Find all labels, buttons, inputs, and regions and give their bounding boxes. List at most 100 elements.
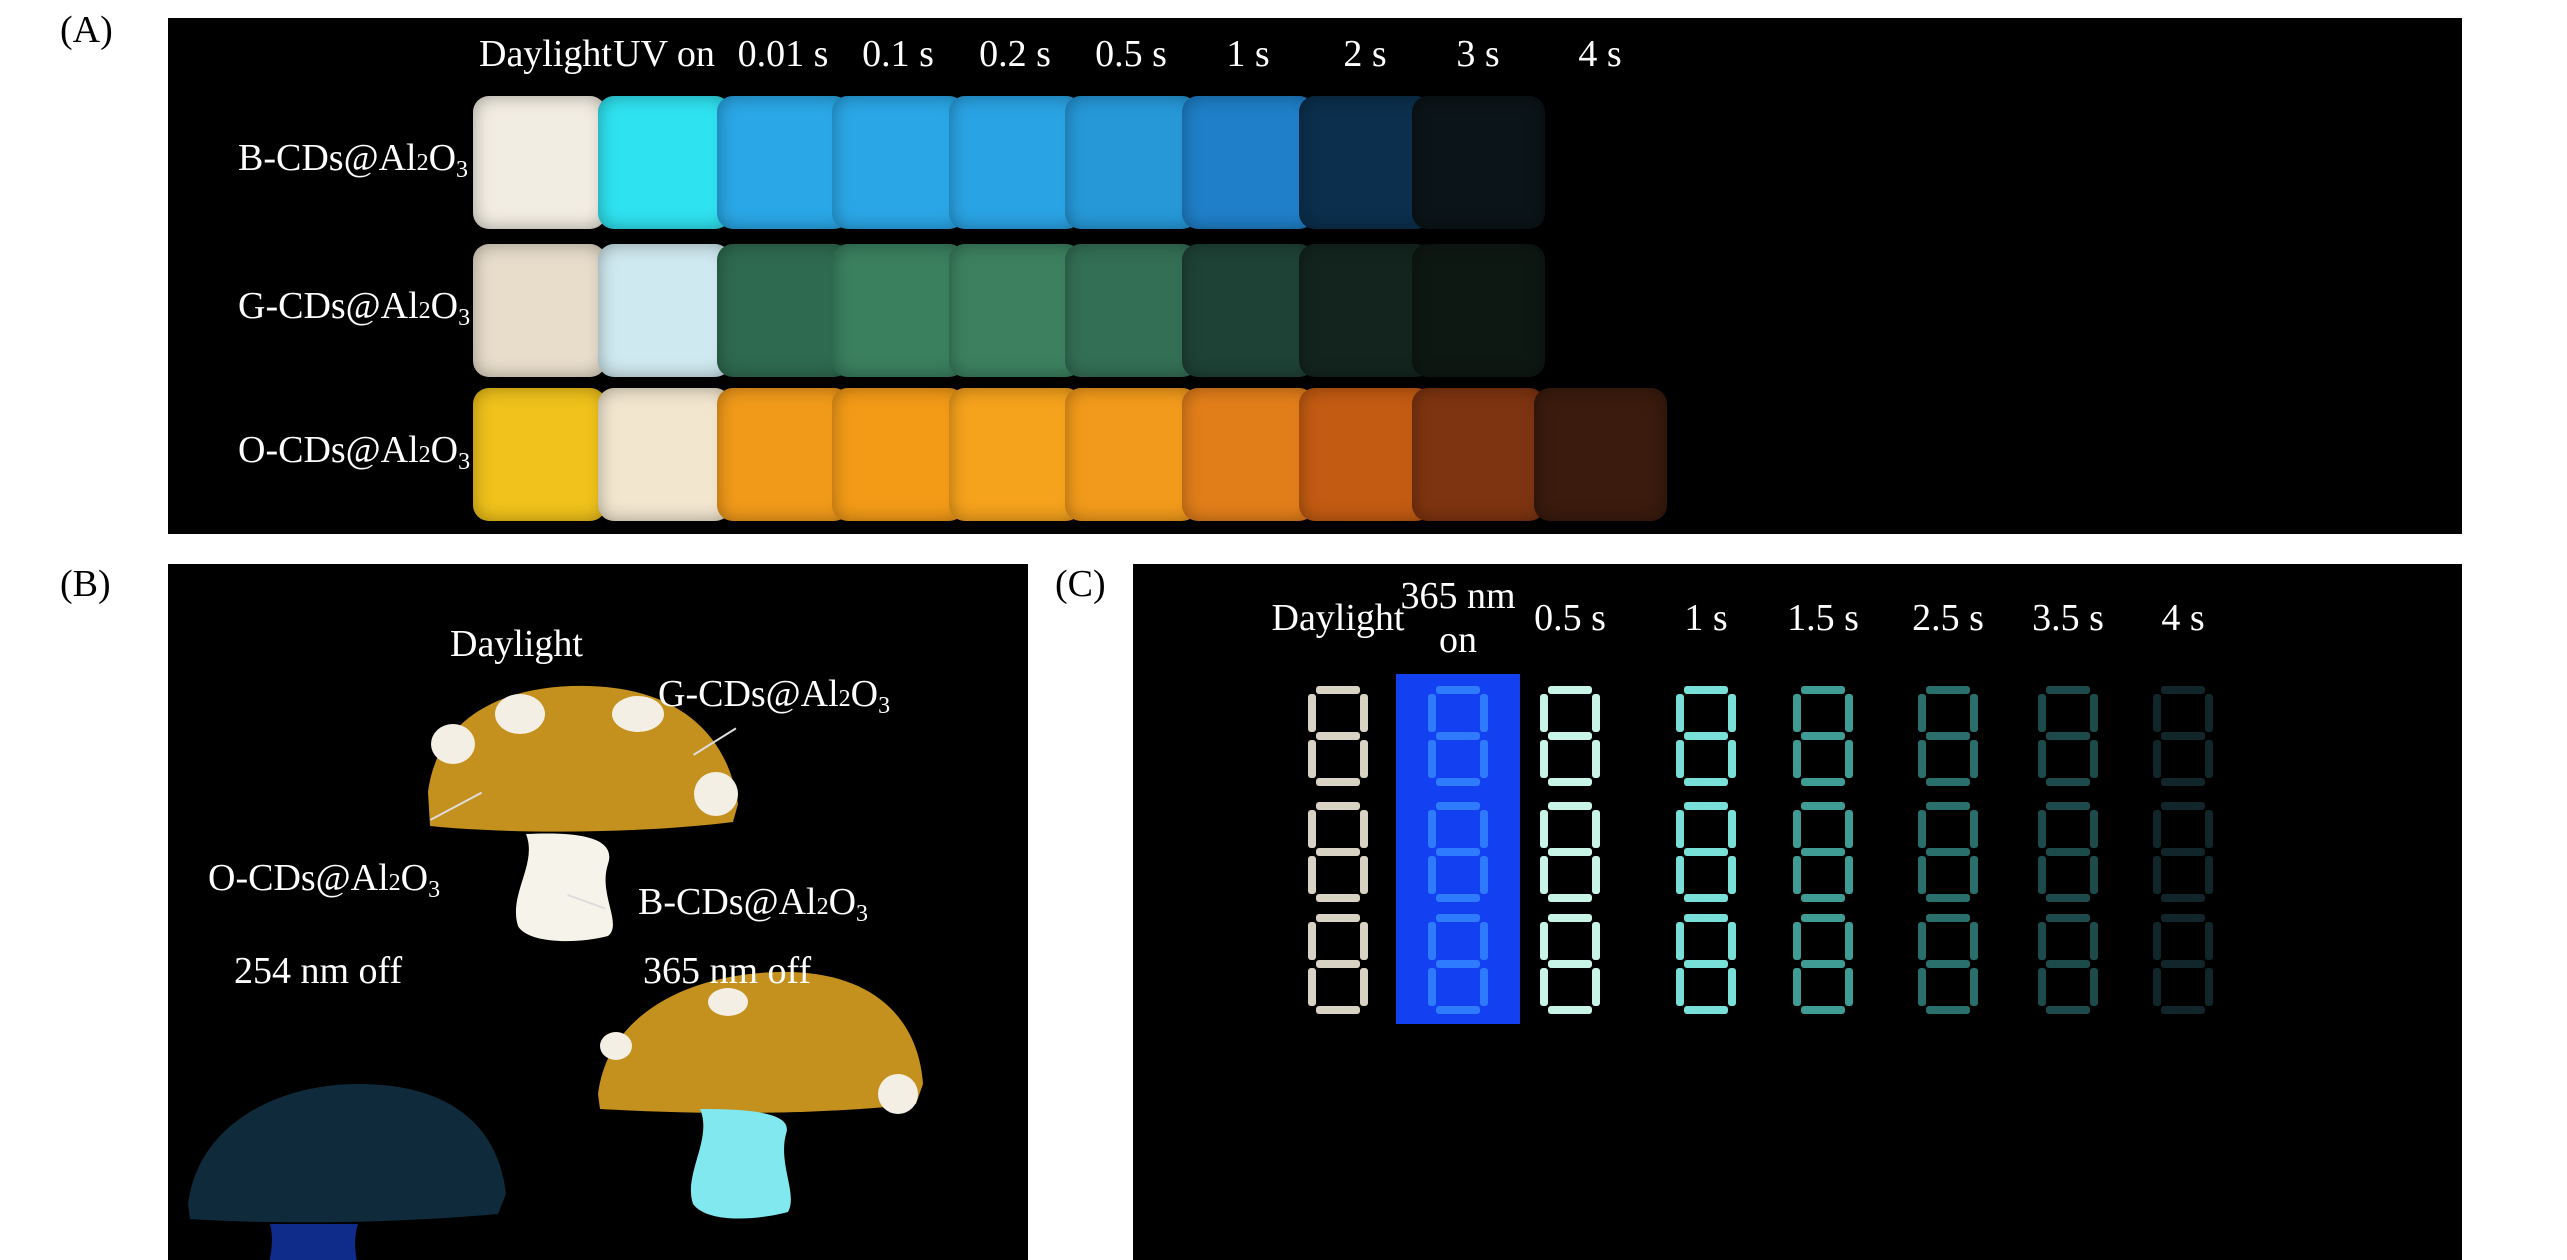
daylight-title: Daylight (450, 623, 583, 665)
digit-segment (1316, 1006, 1360, 1014)
digit-segment (1801, 802, 1845, 810)
digit-segment (1684, 1006, 1728, 1014)
digit-r2-c5 (1918, 914, 1978, 1014)
digit-segment (2090, 968, 2098, 1006)
swatch-r2-c0 (473, 388, 606, 521)
digit-r1-c5 (1918, 802, 1978, 902)
digit-segment (1548, 802, 1592, 810)
digit-r1-c7 (2153, 802, 2213, 902)
digit-segment (1970, 968, 1978, 1006)
digit-segment (1436, 732, 1480, 740)
digit-segment (2038, 810, 2046, 848)
digit-segment (1926, 778, 1970, 786)
digit-segment (1918, 856, 1926, 894)
digit-segment (1480, 740, 1488, 778)
digit-segment (1428, 968, 1436, 1006)
digit-segment (1436, 960, 1480, 968)
digit-segment (2046, 894, 2090, 902)
digit-segment (1360, 856, 1368, 894)
digit-segment (1360, 740, 1368, 778)
digit-segment (1926, 802, 1970, 810)
c-column-header-6: 3.5 s (2032, 597, 2104, 639)
swatch-r0-c4 (949, 96, 1082, 229)
panel-c-photo: Daylight 365 nm on 0.5 s 1 s 1.5 s 2.5 s 3.5 s 4… (1133, 564, 2462, 1260)
digit-segment (2046, 914, 2090, 922)
digit-segment (1728, 810, 1736, 848)
panel-a-photo: Daylight UV on 0.01 s 0.1 s 0.2 s 0.5 s 1 s 2 s… (168, 18, 2462, 534)
digit-segment (1970, 694, 1978, 732)
digit-r2-c0 (1308, 914, 1368, 1014)
digit-segment (1801, 778, 1845, 786)
column-header-4: 0.2 s (979, 33, 1051, 75)
digit-segment (1970, 856, 1978, 894)
digit-r0-c7 (2153, 686, 2213, 786)
digit-segment (1918, 694, 1926, 732)
digit-segment (1676, 740, 1684, 778)
digit-segment (1480, 968, 1488, 1006)
digit-segment (1592, 968, 1600, 1006)
digit-segment (1926, 1006, 1970, 1014)
digit-uv-1 (1428, 802, 1488, 902)
digit-segment (1540, 922, 1548, 960)
callout-b: B-CDs@Al2O3 (638, 881, 869, 927)
digit-segment (1801, 960, 1845, 968)
digit-segment (1480, 856, 1488, 894)
row-label-2: O-CDs@Al2O3 (238, 429, 471, 475)
digit-segment (1793, 968, 1801, 1006)
digit-segment (1360, 810, 1368, 848)
mushroom-365-off (598, 971, 923, 1219)
digit-segment (1793, 856, 1801, 894)
row-label-0: B-CDs@Al2O3 (238, 137, 469, 183)
digit-segment (1548, 960, 1592, 968)
digit-segment (1926, 960, 1970, 968)
column-header-2: 0.01 s (737, 33, 829, 75)
digit-r0-c5 (1918, 686, 1978, 786)
swatch-r0-c3 (832, 96, 965, 229)
digit-segment (1801, 686, 1845, 694)
digit-segment (1926, 686, 1970, 694)
column-header-5: 0.5 s (1095, 33, 1167, 75)
digit-segment (1728, 922, 1736, 960)
panel-a-label: (A) (60, 9, 113, 51)
digit-segment (2161, 914, 2205, 922)
digit-r1-c0 (1308, 802, 1368, 902)
digit-r0-c4 (1793, 686, 1853, 786)
digit-segment (1918, 810, 1926, 848)
digit-r2-c3 (1676, 914, 1736, 1014)
swatch-r0-c8 (1412, 96, 1545, 229)
digit-segment (1926, 894, 1970, 902)
digit-segment (2205, 856, 2213, 894)
digit-segment (1592, 694, 1600, 732)
swatch-r0-c2 (717, 96, 850, 229)
swatch-r0-c0 (473, 96, 606, 229)
digit-r0-c0 (1308, 686, 1368, 786)
digit-segment (1918, 740, 1926, 778)
digit-segment (1845, 922, 1853, 960)
digit-segment (1845, 968, 1853, 1006)
label-365-off: 365 nm off (643, 950, 812, 992)
digit-segment (1801, 894, 1845, 902)
digit-r1-c3 (1676, 802, 1736, 902)
digit-segment (1428, 810, 1436, 848)
callout-o: O-CDs@Al2O3 (208, 857, 441, 903)
swatch-r2-c4 (949, 388, 1082, 521)
digit-segment (2046, 778, 2090, 786)
digit-segment (2205, 810, 2213, 848)
swatch-r1-c4 (949, 244, 1082, 377)
c-column-header-2: 0.5 s (1534, 597, 1606, 639)
digit-segment (1428, 694, 1436, 732)
digit-segment (1428, 922, 1436, 960)
digit-segment (1316, 960, 1360, 968)
digit-segment (1926, 732, 1970, 740)
swatch-r0-c5 (1065, 96, 1198, 229)
digit-segment (1540, 968, 1548, 1006)
digit-segment (1728, 694, 1736, 732)
digit-segment (2046, 802, 2090, 810)
digit-segment (1684, 848, 1728, 856)
digit-segment (1918, 922, 1926, 960)
digit-segment (1540, 856, 1548, 894)
digit-segment (1548, 732, 1592, 740)
digit-segment (2205, 694, 2213, 732)
digit-segment (2090, 694, 2098, 732)
swatch-r1-c1 (598, 244, 731, 377)
